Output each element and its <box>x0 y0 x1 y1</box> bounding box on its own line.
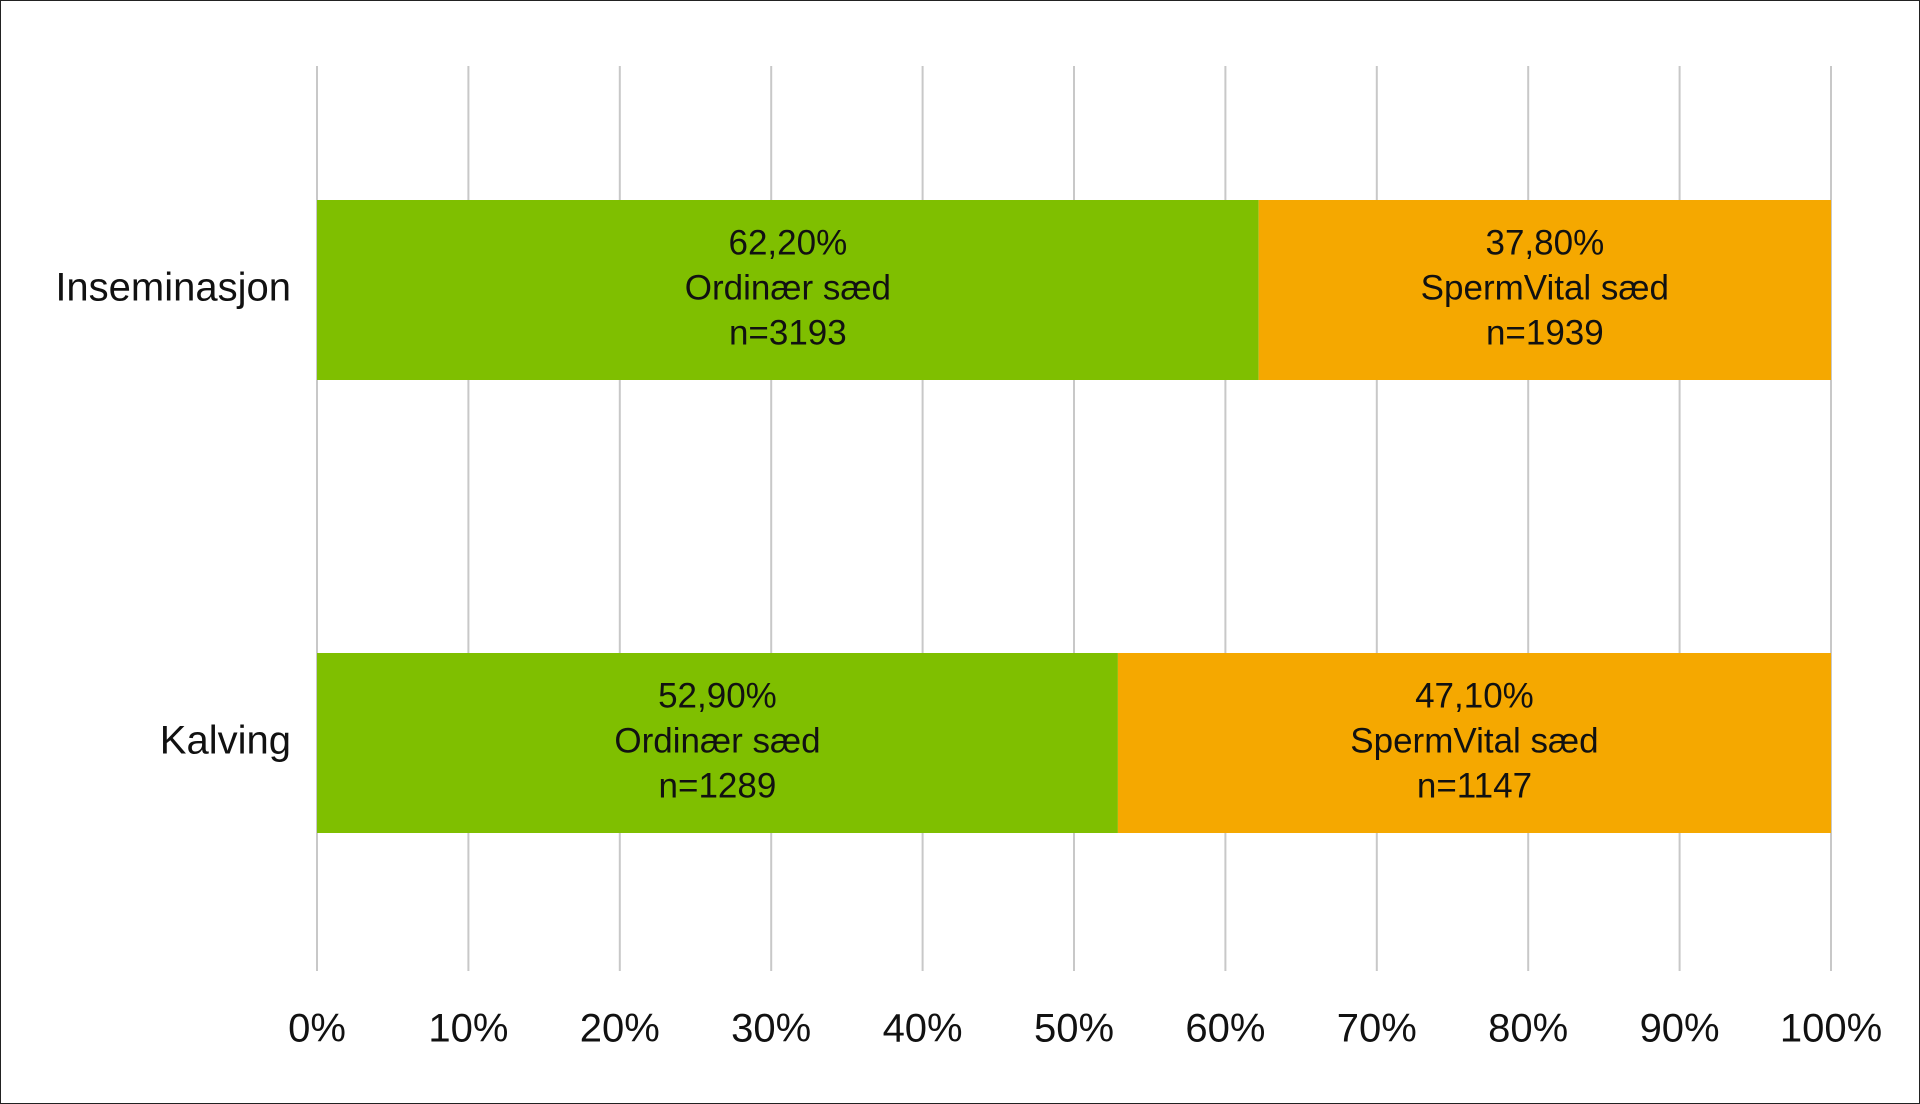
x-tick-label: 100% <box>1780 1007 1882 1051</box>
bar-data-label: Ordinær sæd <box>614 721 820 760</box>
bar-data-label: n=3193 <box>729 313 847 352</box>
bar-data-label: Ordinær sæd <box>685 268 891 307</box>
bar-data-label: 47,10% <box>1415 676 1534 715</box>
bar-data-label: 62,20% <box>728 223 847 262</box>
x-tick-label: 30% <box>731 1007 811 1051</box>
bar-segment <box>1258 200 1831 380</box>
bar-data-label: SpermVital sæd <box>1421 268 1669 307</box>
bar-data-label: 52,90% <box>658 676 777 715</box>
bar-segment <box>1117 653 1831 833</box>
x-tick-label: 0% <box>288 1007 346 1051</box>
bar-segment <box>317 653 1118 833</box>
x-axis-tick-labels: 0% 10% 20% 30% 40% 50% 60% 70% 80% 90% 100% <box>288 1007 1882 1051</box>
bar-segment <box>317 200 1259 380</box>
x-tick-label: 80% <box>1488 1007 1568 1051</box>
bars: 62,20% Ordinær sæd n=3193 37,80% SpermVital … <box>317 200 1831 833</box>
x-tick-label: 20% <box>580 1007 660 1051</box>
category-label: Kalving <box>160 719 291 763</box>
category-labels: Inseminasjon Kalving <box>55 266 291 763</box>
x-tick-label: 50% <box>1034 1007 1114 1051</box>
x-tick-label: 70% <box>1337 1007 1417 1051</box>
bar-data-label: 37,80% <box>1485 223 1604 262</box>
bar-data-label: n=1939 <box>1486 313 1604 352</box>
bar-data-label: SpermVital sæd <box>1350 721 1598 760</box>
category-label: Inseminasjon <box>55 266 291 310</box>
bar-data-label: n=1289 <box>659 766 777 805</box>
x-tick-label: 40% <box>883 1007 963 1051</box>
x-tick-label: 10% <box>428 1007 508 1051</box>
x-tick-label: 90% <box>1640 1007 1720 1051</box>
bar-data-label: n=1147 <box>1417 766 1532 805</box>
x-tick-label: 60% <box>1185 1007 1265 1051</box>
